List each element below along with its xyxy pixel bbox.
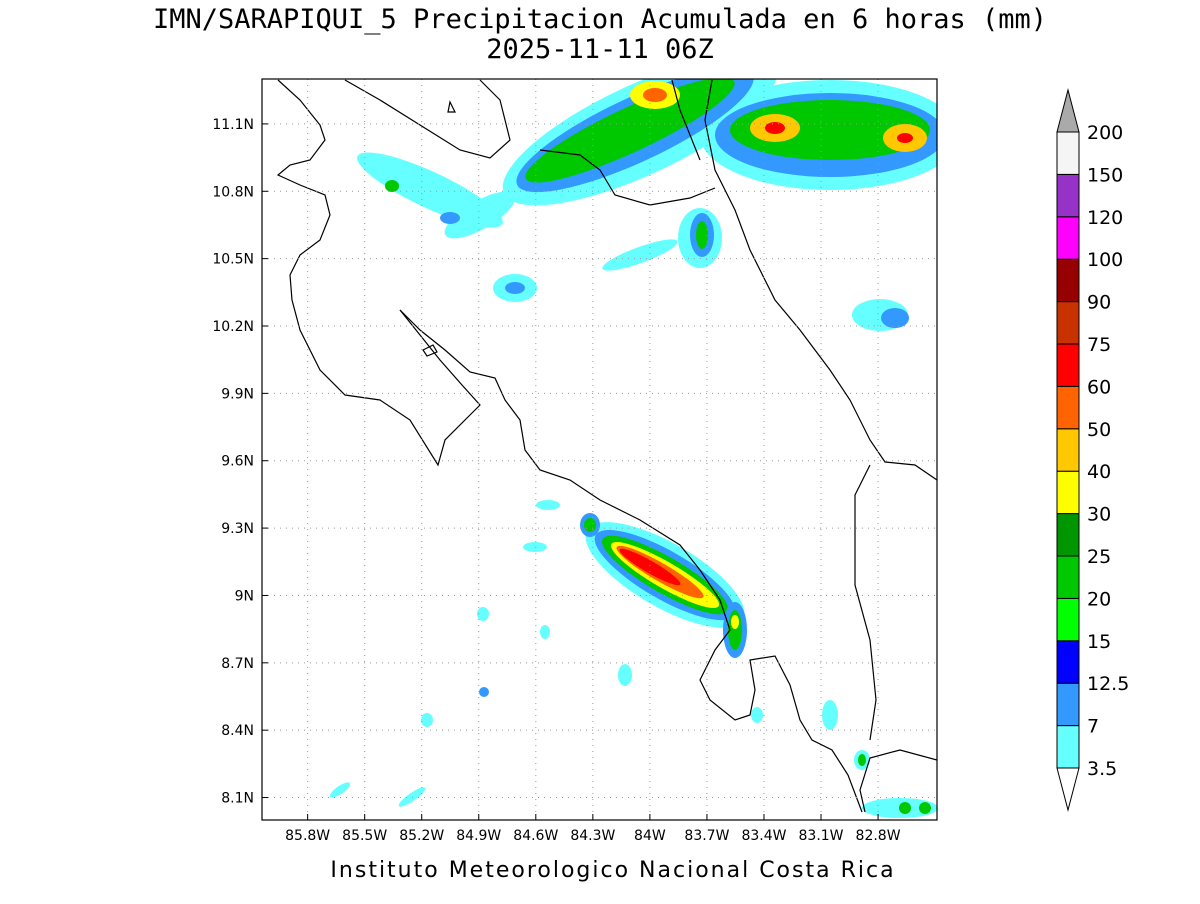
colorbar-label: 25 xyxy=(1087,546,1111,568)
colorbar-bin xyxy=(1056,173,1080,218)
y-tick-label: 8.1N xyxy=(221,791,254,807)
y-tick-label: 9.9N xyxy=(221,386,254,402)
precip-field xyxy=(276,79,937,818)
colorbar-over xyxy=(1056,88,1080,133)
footer: Instituto Meteorologico Nacional Costa R… xyxy=(330,858,895,883)
colorbar-label: 60 xyxy=(1087,376,1111,398)
colorbar-bin xyxy=(1056,682,1080,727)
colorbar-label: 90 xyxy=(1087,292,1111,314)
y-tick-label: 8.7N xyxy=(221,656,254,672)
title: IMN/SARAPIQUI_5 Precipitacion Acumulada … xyxy=(153,4,1047,35)
colorbar: 3.5 7 12.5 15 20 25 30 40 50 60 75 90 100 120 150 200 xyxy=(1056,88,1129,812)
colorbar-label: 100 xyxy=(1087,249,1123,271)
colorbar-label: 50 xyxy=(1087,419,1111,441)
colorbar-bin xyxy=(1056,301,1080,345)
x-tick-label: 82.8W xyxy=(856,828,901,844)
x-tick-label: 83.4W xyxy=(741,828,786,844)
colorbar-bin xyxy=(1056,597,1080,642)
colorbar-label: 30 xyxy=(1087,504,1111,526)
colorbar-bin xyxy=(1056,513,1080,557)
rain-south xyxy=(329,500,937,818)
colorbar-label: 150 xyxy=(1087,164,1123,186)
colorbar-bin xyxy=(1056,470,1080,515)
colorbar-bin xyxy=(1056,555,1080,599)
x-tick-label: 84.9W xyxy=(456,828,501,844)
colorbar-bin xyxy=(1056,258,1080,303)
coastlines xyxy=(276,79,937,813)
x-tick-label: 84.3W xyxy=(570,828,615,844)
y-tick-label: 8.4N xyxy=(221,723,254,739)
x-tick-label: 83.1W xyxy=(799,828,844,844)
y-tick-label: 9.6N xyxy=(221,454,254,470)
colorbar-bin xyxy=(1056,428,1080,472)
x-tick-label: 83.7W xyxy=(684,828,729,844)
plot-frame xyxy=(261,78,938,821)
colorbar-label: 12.5 xyxy=(1087,673,1129,695)
colorbar-label: 120 xyxy=(1087,207,1123,229)
colorbar-label: 75 xyxy=(1087,334,1111,356)
y-tick-label: 9N xyxy=(235,588,254,604)
ticks: 85.8W 85.5W 85.2W 84.9W 84.6W 84.3W 84W 83.7W 83… xyxy=(212,117,900,844)
colorbar-bin xyxy=(1056,343,1080,387)
x-tick-label: 85.2W xyxy=(399,828,444,844)
x-tick-label: 84.6W xyxy=(513,828,558,844)
colorbar-bin xyxy=(1056,216,1080,260)
x-tick-label: 85.5W xyxy=(342,828,387,844)
x-tick-label: 85.8W xyxy=(285,828,330,844)
y-tick-label: 11.1N xyxy=(212,117,254,133)
y-tick-label: 10.8N xyxy=(212,184,254,200)
colorbar-label: 3.5 xyxy=(1087,758,1117,780)
y-tick-label: 10.2N xyxy=(212,319,254,335)
y-tick-label: 10.5N xyxy=(212,252,254,268)
colorbar-label: 20 xyxy=(1087,588,1111,610)
colorbar-bin xyxy=(1056,640,1080,684)
colorbar-label: 40 xyxy=(1087,461,1111,483)
colorbar-label: 15 xyxy=(1087,631,1111,653)
colorbar-bin xyxy=(1056,131,1080,175)
colorbar-label: 200 xyxy=(1087,122,1123,144)
colorbar-bin xyxy=(1056,725,1080,769)
x-tick-label: 84W xyxy=(634,828,666,844)
y-tick-label: 9.3N xyxy=(221,521,254,537)
colorbar-under xyxy=(1056,767,1080,812)
subtitle: 2025-11-11 06Z xyxy=(486,34,714,65)
rain-north xyxy=(357,79,937,331)
colorbar-bin xyxy=(1056,385,1080,430)
colorbar-label: 7 xyxy=(1087,716,1099,738)
